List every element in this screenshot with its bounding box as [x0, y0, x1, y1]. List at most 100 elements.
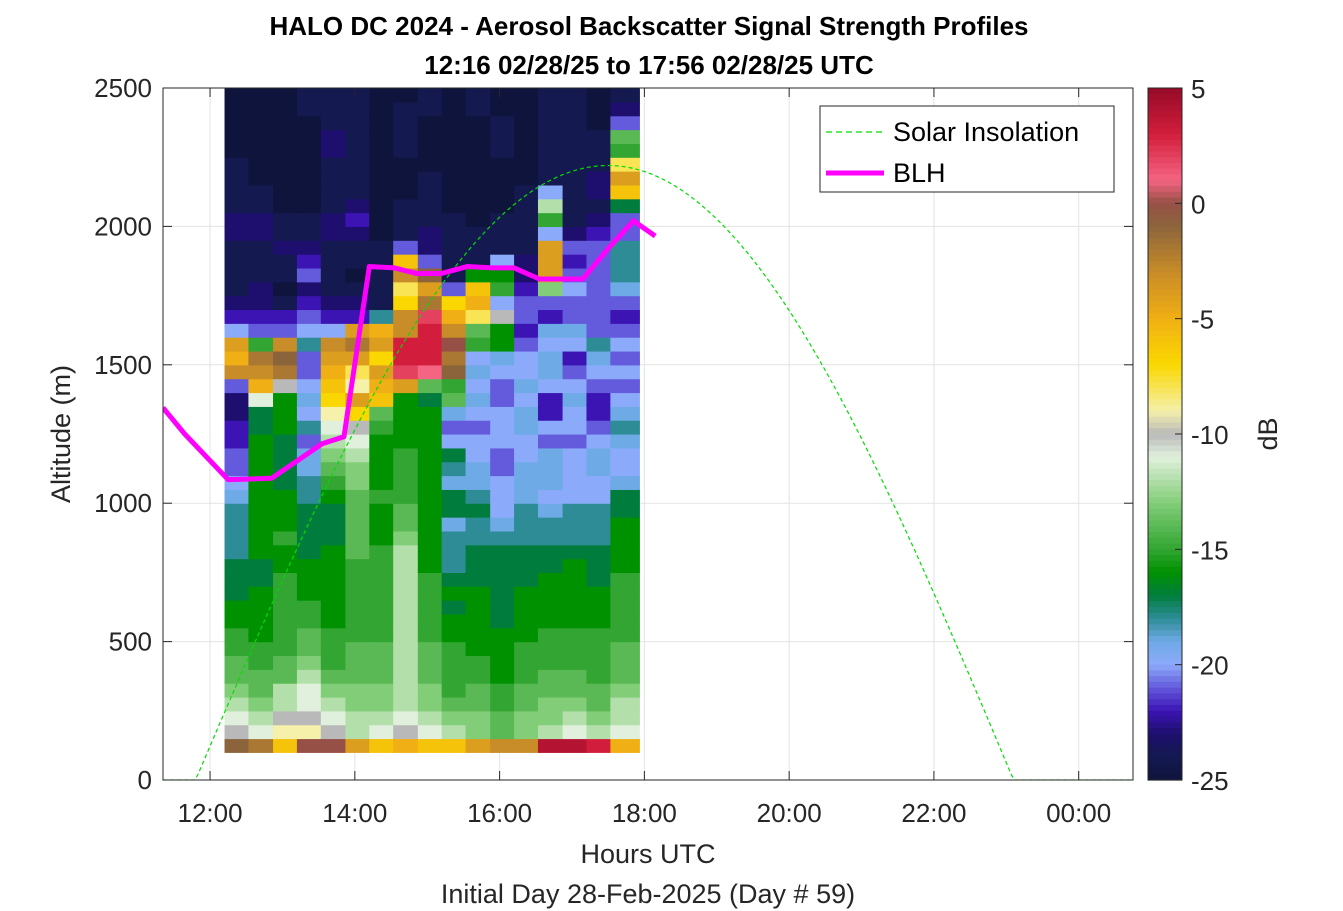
colorbar-segment [1148, 145, 1182, 153]
heatmap-cell [465, 461, 491, 477]
heatmap-cell [296, 378, 322, 394]
heatmap-cell [296, 212, 322, 227]
heatmap-cell [586, 267, 611, 283]
heatmap-cell [248, 724, 274, 740]
colorbar-segment [1148, 445, 1182, 452]
heatmap-cell [273, 337, 298, 352]
heatmap-cell [296, 489, 322, 504]
heatmap-cell [586, 406, 611, 421]
heatmap-cell [441, 434, 467, 449]
heatmap-cell [248, 710, 274, 726]
heatmap-cell [393, 254, 419, 269]
heatmap-cell [248, 558, 274, 573]
heatmap-cell [320, 572, 347, 587]
heatmap-cell [586, 420, 611, 435]
heatmap-cell [465, 447, 491, 463]
heatmap-cell [441, 475, 467, 490]
heatmap-cell [490, 489, 515, 504]
heatmap-cell [345, 558, 370, 573]
heatmap-cell [345, 489, 370, 504]
heatmap-cell [586, 447, 611, 463]
heatmap-cell [369, 392, 394, 407]
heatmap-cell [514, 129, 539, 144]
heatmap-cell [562, 171, 588, 186]
heatmap-cell [514, 724, 539, 740]
heatmap-cell [537, 738, 564, 753]
colorbar-segment [1148, 382, 1182, 389]
heatmap-cell [562, 586, 588, 601]
plot-frame [162, 87, 1134, 781]
heatmap-cell [393, 406, 419, 421]
heatmap-cell [345, 710, 370, 726]
colorbar-segment [1148, 284, 1182, 291]
colorbar-ticks: 5 0 -5 -10 -15 -20 -25 [1175, 74, 1229, 796]
heatmap-cell [417, 295, 443, 311]
heatmap-cell [610, 254, 640, 269]
heatmap-cell [537, 461, 564, 477]
heatmap-cell [465, 184, 491, 200]
heatmap-cell [320, 683, 347, 698]
heatmap-cell [393, 129, 419, 144]
heatmap-cell [273, 88, 298, 103]
colorbar-segment [1148, 710, 1182, 718]
heatmap-cell [417, 489, 443, 504]
heatmap-cell [369, 240, 394, 255]
heatmap-cell [345, 572, 370, 587]
heatmap-cell [610, 475, 640, 490]
heatmap-cell [441, 295, 467, 311]
heatmap-cell [224, 489, 250, 504]
heatmap-cell [562, 696, 588, 712]
heatmap-cell [320, 420, 347, 435]
heatmap-cell [586, 558, 611, 573]
heatmap-cell [514, 378, 539, 394]
heatmap-cell [490, 115, 515, 131]
heatmap-cell [248, 572, 274, 587]
heatmap-cell [537, 281, 564, 297]
heatmap-cell [393, 600, 419, 615]
heatmap-cell [248, 530, 274, 546]
colorbar-segment [1148, 341, 1182, 349]
colorbar-segment [1148, 209, 1182, 216]
heatmap-cell [369, 323, 394, 338]
colorbar-segment [1148, 312, 1182, 320]
heatmap-cell [586, 655, 611, 670]
colorbar-segment [1148, 168, 1182, 176]
heatmap-cell [369, 461, 394, 477]
heatmap-cell [369, 558, 394, 573]
heatmap-cell [296, 281, 322, 297]
heatmap-cell [417, 406, 443, 421]
heatmap-cell [441, 600, 467, 615]
heatmap-cell [273, 254, 298, 269]
heatmap-cell [345, 198, 370, 214]
heatmap-cell [610, 240, 640, 255]
heatmap-cell [465, 600, 491, 615]
heatmap-cell [562, 143, 588, 158]
heatmap-cell [296, 710, 322, 726]
heatmap-cell [273, 115, 298, 131]
heatmap-cell [273, 323, 298, 338]
heatmap-cell [248, 309, 274, 324]
heatmap-cell [224, 350, 250, 366]
heatmap-cell [320, 724, 347, 740]
heatmap-cell [296, 309, 322, 324]
colorbar-segment [1148, 330, 1182, 337]
heatmap-cell [537, 129, 564, 144]
colorbar-segment [1148, 422, 1182, 429]
heatmap-cell [224, 710, 250, 726]
heatmap-cell [248, 267, 274, 283]
heatmap-cell [345, 406, 370, 421]
colorbar-segment [1148, 214, 1182, 222]
heatmap-cell [441, 337, 467, 352]
colorbar-segment [1148, 676, 1182, 683]
heatmap-cell [345, 420, 370, 435]
heatmap-cell [296, 434, 322, 449]
heatmap-cell [393, 157, 419, 172]
heatmap-cell [562, 420, 588, 435]
y-tick-label: 2500 [94, 73, 152, 103]
heatmap-cell [490, 406, 515, 421]
heatmap-cell [562, 724, 588, 740]
heatmap-cell [345, 517, 370, 532]
colorbar-segment [1148, 301, 1182, 308]
colorbar-segment [1148, 410, 1182, 418]
heatmap-cell [224, 669, 250, 684]
